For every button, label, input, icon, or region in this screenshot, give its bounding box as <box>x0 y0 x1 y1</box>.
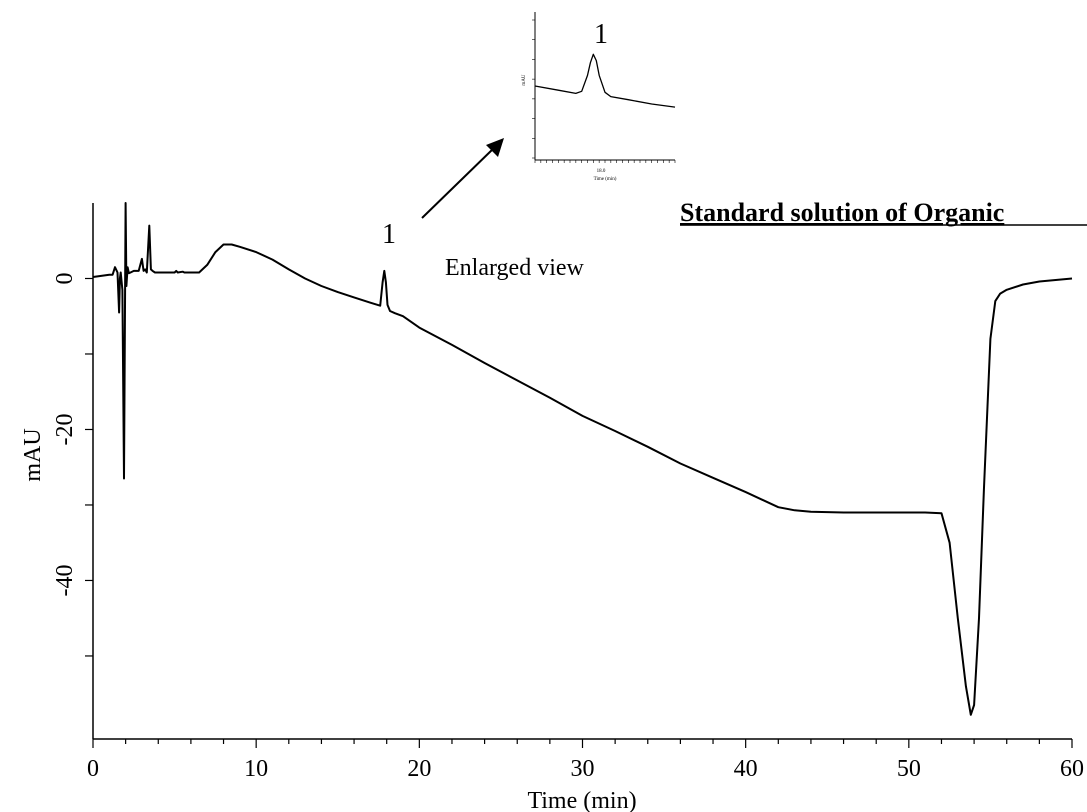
x-axis-label: Time (min) <box>527 788 636 812</box>
x-tick-label: 0 <box>87 756 99 782</box>
x-axis-ticks: 0 10 20 30 40 50 60 <box>87 739 1084 782</box>
inset-trace <box>534 53 676 108</box>
inset-axis-ticks <box>532 19 676 163</box>
enlarged-view-label: Enlarged view <box>445 255 585 281</box>
chromatogram-trace <box>92 202 1073 716</box>
x-tick-label: 40 <box>734 756 758 782</box>
x-tick-label: 50 <box>897 756 921 782</box>
y-tick-label: -40 <box>52 564 78 596</box>
x-tick-label: 60 <box>1060 756 1084 782</box>
x-tick-label: 30 <box>571 756 595 782</box>
x-tick-label: 20 <box>407 756 431 782</box>
inset-enlarged-view: 18.0 Time (min) mAU 1 <box>522 12 676 182</box>
y-tick-label: -20 <box>52 413 78 445</box>
y-axis-ticks: 0 -20 -40 <box>52 272 93 657</box>
main-axes <box>92 203 1072 740</box>
peak-label-1: 1 <box>382 219 396 250</box>
inset-peak-label-1: 1 <box>594 19 608 50</box>
y-tick-label: 0 <box>52 272 78 284</box>
y-axis-label: mAU <box>20 428 46 481</box>
inset-x-axis-label: Time (min) <box>594 177 617 182</box>
main-chromatogram: 0 10 20 30 40 50 60 0 -20 -40 Time (min) mAU Sta… <box>20 138 1087 812</box>
inset-y-axis-label: mAU <box>522 74 527 86</box>
enlarged-view-arrow <box>421 138 504 219</box>
inset-x-tick-label: 18.0 <box>597 169 606 174</box>
x-tick-label: 10 <box>244 756 268 782</box>
chart-title: Standard solution of Organic <box>680 198 1004 227</box>
